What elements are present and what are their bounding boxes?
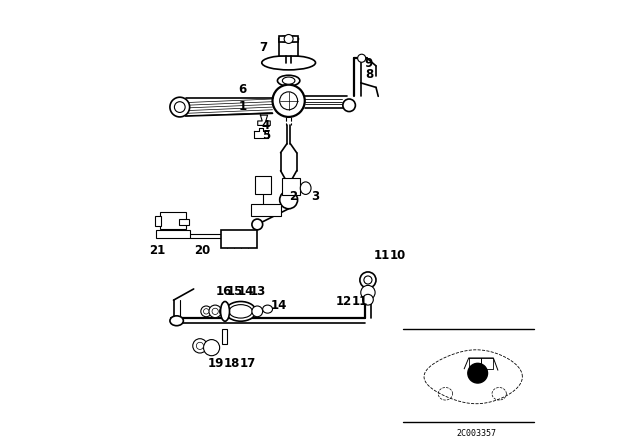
Circle shape xyxy=(358,54,365,62)
Text: 21: 21 xyxy=(149,244,165,258)
Text: 6: 6 xyxy=(239,83,246,96)
Circle shape xyxy=(212,308,218,314)
Text: 14: 14 xyxy=(271,299,287,312)
Text: 16: 16 xyxy=(216,284,232,298)
Bar xyxy=(155,216,161,226)
Text: 4: 4 xyxy=(262,119,270,132)
Text: 12: 12 xyxy=(335,294,352,308)
Circle shape xyxy=(468,363,488,383)
Ellipse shape xyxy=(229,305,252,318)
Circle shape xyxy=(362,294,373,305)
Ellipse shape xyxy=(262,56,316,70)
Circle shape xyxy=(252,219,262,230)
Text: 3: 3 xyxy=(311,190,319,203)
Circle shape xyxy=(196,342,204,349)
Ellipse shape xyxy=(170,316,183,326)
Circle shape xyxy=(193,339,207,353)
Bar xyxy=(252,204,280,216)
Circle shape xyxy=(360,272,376,288)
Ellipse shape xyxy=(225,302,256,321)
Circle shape xyxy=(252,306,262,317)
Circle shape xyxy=(280,92,298,110)
Circle shape xyxy=(364,276,372,284)
Circle shape xyxy=(201,306,212,317)
Text: 5: 5 xyxy=(262,129,270,142)
Bar xyxy=(279,39,298,56)
Text: 11: 11 xyxy=(374,249,390,262)
Text: 19: 19 xyxy=(208,357,225,370)
Circle shape xyxy=(284,34,293,43)
Ellipse shape xyxy=(221,302,230,321)
Circle shape xyxy=(170,97,189,117)
Bar xyxy=(255,176,271,194)
Text: 18: 18 xyxy=(223,357,240,370)
Text: 11: 11 xyxy=(351,294,367,308)
Circle shape xyxy=(220,305,232,318)
Text: 2: 2 xyxy=(289,190,297,203)
Text: 20: 20 xyxy=(194,244,210,258)
Bar xyxy=(222,329,227,344)
Text: 15: 15 xyxy=(227,284,243,298)
Circle shape xyxy=(273,85,305,117)
Text: 8: 8 xyxy=(365,68,373,81)
Bar xyxy=(156,230,190,238)
Circle shape xyxy=(204,340,220,356)
Ellipse shape xyxy=(279,36,298,42)
Text: 10: 10 xyxy=(389,249,406,262)
Circle shape xyxy=(204,309,209,314)
Ellipse shape xyxy=(278,75,300,86)
Text: 9: 9 xyxy=(365,57,373,70)
Circle shape xyxy=(209,305,221,318)
Circle shape xyxy=(361,285,375,300)
Text: 17: 17 xyxy=(239,357,255,370)
Ellipse shape xyxy=(282,77,295,84)
Circle shape xyxy=(174,102,185,112)
Ellipse shape xyxy=(300,182,311,194)
Text: 1: 1 xyxy=(239,100,246,113)
Text: 13: 13 xyxy=(249,284,266,298)
Circle shape xyxy=(280,191,298,209)
Ellipse shape xyxy=(262,305,273,313)
Bar xyxy=(160,212,186,229)
Bar xyxy=(221,230,257,248)
Bar xyxy=(179,219,189,225)
Text: 7: 7 xyxy=(260,40,268,54)
Bar xyxy=(279,36,298,42)
Circle shape xyxy=(343,99,355,112)
Bar xyxy=(282,178,300,195)
Text: 2C003357: 2C003357 xyxy=(457,429,497,438)
Text: 14: 14 xyxy=(237,284,254,298)
